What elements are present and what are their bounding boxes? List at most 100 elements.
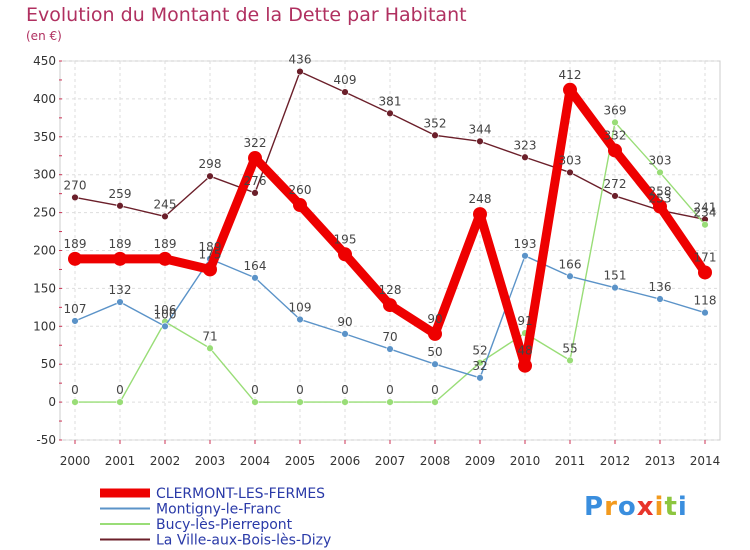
x-tick-label: 2012 — [600, 454, 631, 468]
data-point — [248, 151, 262, 166]
data-point — [68, 251, 82, 266]
data-point — [251, 189, 259, 197]
data-point — [71, 398, 79, 406]
grid-layer — [59, 60, 721, 441]
data-label: 298 — [199, 157, 222, 171]
data-label: 151 — [604, 269, 627, 283]
data-point — [341, 88, 349, 96]
data-label: 436 — [289, 53, 312, 67]
data-label: 70 — [382, 330, 397, 344]
data-point — [293, 198, 307, 213]
data-label: 90 — [427, 312, 442, 326]
x-tick-label: 2001 — [105, 454, 136, 468]
data-point — [71, 317, 79, 325]
data-label: 52 — [472, 344, 487, 358]
data-label: 234 — [694, 206, 717, 220]
data-point — [386, 345, 394, 353]
data-label: 276 — [244, 174, 267, 188]
data-label: 258 — [649, 185, 672, 199]
y-tick-label: 250 — [33, 206, 56, 220]
data-label: 136 — [649, 280, 672, 294]
x-tick-label: 2009 — [465, 454, 496, 468]
data-point — [383, 298, 397, 313]
logo-letter: x — [636, 492, 655, 522]
y-tick-label: 400 — [33, 92, 56, 106]
data-point — [563, 82, 577, 97]
data-label: 91 — [517, 314, 532, 328]
data-point — [296, 398, 304, 406]
chart-title: Evolution du Montant de la Dette par Hab… — [26, 4, 467, 26]
data-point — [566, 272, 574, 280]
data-label: 71 — [202, 329, 217, 343]
data-label: 241 — [694, 200, 717, 214]
x-tick-label: 2003 — [195, 454, 226, 468]
x-tick-label: 2010 — [510, 454, 541, 468]
data-label: 272 — [604, 177, 627, 191]
data-label: 118 — [694, 294, 717, 308]
data-point — [611, 118, 619, 127]
data-point — [566, 356, 574, 365]
legend-label: Bucy-lès-Pierrepont — [156, 517, 293, 533]
data-point — [701, 308, 709, 317]
data-point — [251, 398, 259, 406]
legend-label: CLERMONT-LES-FERMES — [156, 486, 325, 502]
data-point — [521, 153, 529, 161]
proxiti-logo: Proxiti — [584, 492, 688, 522]
data-label: 90 — [337, 315, 352, 329]
data-point — [341, 330, 349, 338]
data-label: 132 — [109, 283, 132, 297]
series-layer — [68, 67, 712, 406]
data-label: 195 — [334, 232, 357, 246]
data-point — [521, 252, 529, 260]
data-label: 323 — [514, 138, 537, 152]
data-label: 175 — [199, 247, 222, 261]
data-label: 164 — [244, 259, 267, 273]
data-label: 409 — [334, 73, 357, 87]
data-label: 412 — [559, 68, 582, 82]
data-label: 260 — [289, 183, 312, 197]
data-label: 322 — [244, 136, 267, 150]
data-label: 32 — [472, 359, 487, 373]
data-label: 0 — [386, 383, 394, 397]
data-label: 332 — [604, 128, 627, 142]
data-point — [476, 137, 484, 146]
data-label: 352 — [424, 116, 447, 130]
data-point — [656, 295, 664, 303]
data-point — [158, 251, 172, 266]
logo-letter: P — [584, 492, 605, 522]
data-label: 303 — [649, 153, 672, 167]
y-tick-label: 150 — [33, 281, 56, 295]
data-point — [608, 143, 622, 158]
data-label: 0 — [431, 383, 439, 397]
x-tick-label: 2004 — [240, 454, 271, 468]
data-label: 303 — [559, 153, 582, 167]
data-point — [386, 398, 394, 406]
data-label: 248 — [469, 192, 492, 206]
data-point — [296, 67, 304, 76]
data-label: 189 — [109, 237, 132, 251]
y-tick-label: 300 — [33, 168, 56, 182]
data-point — [113, 251, 127, 266]
legend: CLERMONT-LES-FERMESMontigny-le-FrancBucy… — [100, 486, 331, 549]
data-point — [338, 247, 352, 262]
data-label: 106 — [154, 303, 177, 317]
y-tick-label: -50 — [36, 433, 56, 447]
data-label: 107 — [64, 302, 87, 316]
data-label: 193 — [514, 237, 537, 251]
data-point — [161, 322, 169, 330]
data-label: 0 — [71, 383, 79, 397]
y-tick-label: 450 — [33, 54, 56, 68]
data-point — [476, 374, 484, 382]
data-point — [431, 131, 439, 139]
data-label: 0 — [296, 383, 304, 397]
y-tick-label: 0 — [48, 395, 56, 409]
data-point — [296, 315, 304, 324]
data-point — [71, 193, 79, 202]
data-point — [206, 172, 214, 180]
data-point — [566, 168, 574, 177]
x-tick-label: 2005 — [285, 454, 316, 468]
x-tick-label: 2002 — [150, 454, 181, 468]
data-label: 50 — [427, 345, 442, 359]
data-label: 189 — [199, 240, 222, 254]
